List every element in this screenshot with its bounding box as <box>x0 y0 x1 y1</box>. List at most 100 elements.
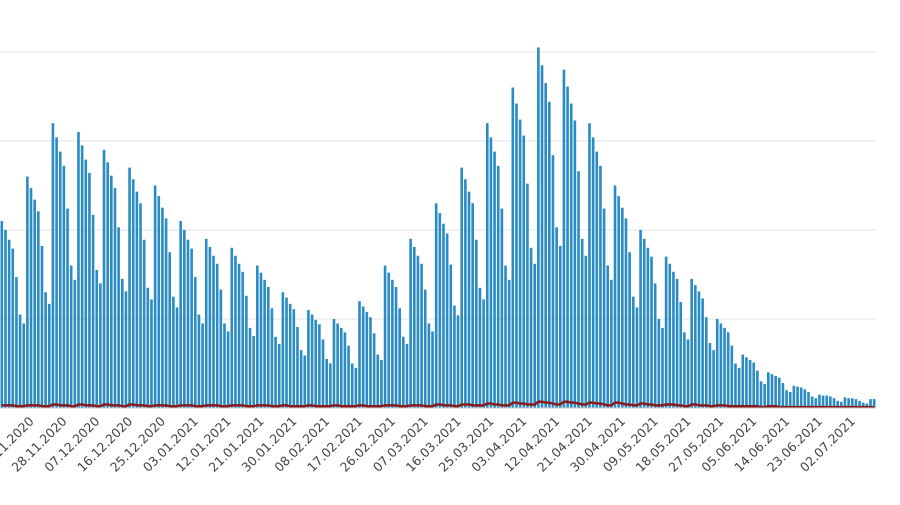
bar <box>0 221 4 408</box>
bar <box>500 208 504 408</box>
bar <box>22 323 26 408</box>
bar <box>223 323 226 408</box>
bar <box>376 354 380 408</box>
bar <box>175 307 179 408</box>
bar <box>146 287 150 408</box>
bar <box>555 227 558 408</box>
bar <box>562 69 566 409</box>
bar <box>810 396 814 408</box>
bar <box>496 165 500 408</box>
bar <box>573 120 577 408</box>
bar <box>734 363 737 408</box>
bar <box>248 327 252 408</box>
bar <box>234 255 237 408</box>
bar <box>354 367 358 408</box>
bar <box>219 289 223 408</box>
bar <box>832 398 836 408</box>
bar <box>836 400 839 408</box>
bar <box>55 137 58 409</box>
bar <box>347 345 350 408</box>
bar <box>701 298 704 408</box>
bar <box>493 151 496 409</box>
bar <box>201 323 204 408</box>
bar <box>179 221 182 408</box>
bar <box>460 167 464 408</box>
bar <box>380 359 383 408</box>
bar <box>445 233 449 408</box>
bar <box>825 395 829 408</box>
bar <box>361 306 365 408</box>
bar <box>113 188 117 408</box>
bar <box>131 179 135 408</box>
bar <box>277 343 281 408</box>
bar <box>296 326 299 408</box>
bar <box>796 386 799 408</box>
bar <box>387 272 391 408</box>
bar <box>365 311 369 408</box>
bar <box>737 367 741 408</box>
bar <box>748 359 752 408</box>
bar <box>566 86 569 408</box>
bar <box>409 238 412 408</box>
bar <box>84 159 88 408</box>
bar <box>427 323 431 408</box>
bar <box>730 345 734 408</box>
bar <box>398 308 401 408</box>
bar <box>467 191 471 408</box>
bar <box>854 399 858 408</box>
bar <box>183 229 186 408</box>
bar <box>193 277 197 408</box>
bar <box>595 151 599 409</box>
bar <box>190 248 193 408</box>
bar <box>522 135 526 408</box>
bar <box>369 317 372 408</box>
bar <box>507 279 511 408</box>
bar <box>204 238 208 408</box>
bar <box>350 363 354 408</box>
bar <box>475 239 478 408</box>
bar <box>697 291 701 408</box>
bar <box>657 318 661 408</box>
bar <box>153 185 157 408</box>
bar <box>281 292 285 408</box>
bar <box>770 374 774 408</box>
bar <box>329 363 332 408</box>
bar <box>66 208 69 408</box>
bar <box>635 307 639 408</box>
bar <box>606 265 610 408</box>
bar <box>540 65 544 408</box>
bar <box>77 132 80 408</box>
bar <box>580 238 584 408</box>
bar <box>99 283 102 408</box>
bar <box>285 297 288 408</box>
bar <box>537 47 540 408</box>
bar <box>785 390 788 408</box>
bar <box>314 319 318 408</box>
bar <box>263 279 266 408</box>
bar <box>511 87 515 408</box>
bar <box>668 263 672 408</box>
bar <box>336 323 339 408</box>
bar <box>124 291 128 408</box>
bar <box>788 391 792 408</box>
bar <box>544 83 547 408</box>
bar <box>299 350 303 408</box>
bar <box>44 292 47 408</box>
bar <box>694 285 697 408</box>
bar <box>80 145 84 408</box>
bar <box>40 245 44 408</box>
bar <box>558 245 562 408</box>
bar <box>150 299 153 408</box>
bar <box>88 172 91 408</box>
bar <box>821 395 825 408</box>
bar <box>807 391 810 408</box>
bar <box>37 211 40 408</box>
bar <box>431 331 434 408</box>
bar <box>139 203 142 408</box>
bar <box>259 272 263 408</box>
bar <box>62 165 66 408</box>
bar <box>850 398 854 408</box>
bar <box>741 354 745 408</box>
bar <box>471 203 474 408</box>
